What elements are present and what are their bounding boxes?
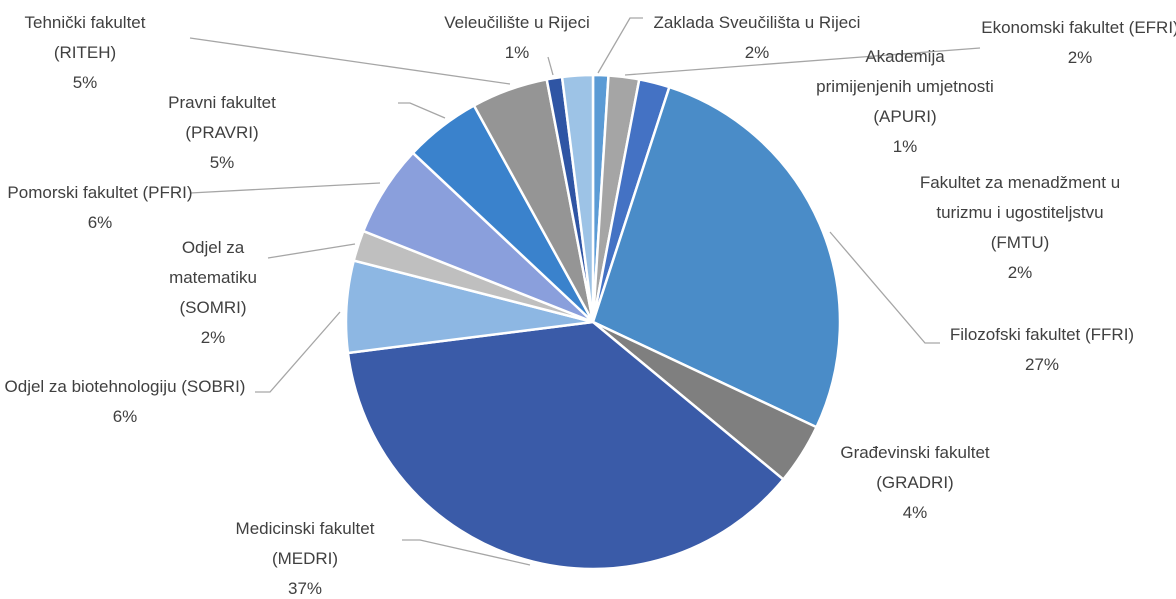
value-label: 2% xyxy=(1007,263,1033,282)
data-label: Odjel za biotehnologiju (SOBRI) 6% xyxy=(0,372,250,432)
value-label: 2% xyxy=(744,43,770,62)
value-label: 1% xyxy=(504,43,530,62)
data-label: Tehnički fakultet (RITEH) 5% xyxy=(0,8,175,98)
data-label: Medicinski fakultet (MEDRI) 37% xyxy=(205,514,405,599)
leader-line xyxy=(189,37,511,85)
category-label: Medicinski fakultet (MEDRI) xyxy=(235,519,375,568)
leader-line xyxy=(189,182,381,194)
pie-slice xyxy=(591,85,842,429)
category-label: Tehnički fakultet (RITEH) xyxy=(24,13,146,62)
data-label: Akademija primijenjenih umjetnosti (APUR… xyxy=(816,42,994,162)
category-label: Zaklada Sveučilišta u Rijeci xyxy=(653,13,861,32)
category-label: Pravni fakultet (PRAVRI) xyxy=(168,93,276,142)
category-label: Građevinski fakultet (GRADRI) xyxy=(840,443,990,492)
value-label: 2% xyxy=(200,328,226,347)
leader-line xyxy=(255,311,341,393)
data-label: Zaklada Sveučilišta u Rijeci 2% xyxy=(642,8,872,68)
value-label: 4% xyxy=(902,503,928,522)
value-label: 6% xyxy=(87,213,113,232)
pie-slice xyxy=(560,73,595,323)
leader-line xyxy=(398,102,446,119)
data-label: Pravni fakultet (PRAVRI) 5% xyxy=(137,88,307,178)
category-label: Ekonomski fakultet (EFRI) xyxy=(981,18,1176,37)
leader-line xyxy=(402,539,531,566)
leader-line xyxy=(829,231,940,344)
pie-slice xyxy=(346,320,786,571)
category-label: Odjel za biotehnologiju (SOBRI) xyxy=(4,377,246,396)
leader-line xyxy=(624,47,981,76)
data-label: Veleučilište u Rijeci 1% xyxy=(417,8,617,68)
data-label: Fakultet za menadžment u turizmu i ugost… xyxy=(913,168,1128,288)
category-label: Odjel za matematiku (SOMRI) xyxy=(169,238,257,317)
data-label: Odjel za matematiku (SOMRI) 2% xyxy=(153,233,273,353)
category-label: Pomorski fakultet (PFRI) xyxy=(7,183,193,202)
data-label: Građevinski fakultet (GRADRI) 4% xyxy=(810,438,1020,528)
data-label: Filozofski fakultet (FFRI) 27% xyxy=(942,320,1142,380)
category-label: Veleučilište u Rijeci xyxy=(444,13,590,32)
leader-line xyxy=(597,17,643,74)
category-label: Akademija primijenjenih umjetnosti (APUR… xyxy=(816,47,994,126)
data-label: Pomorski fakultet (PFRI) 6% xyxy=(0,178,200,238)
data-label: Ekonomski fakultet (EFRI) 2% xyxy=(980,13,1176,73)
leader-line xyxy=(547,56,554,76)
value-label: 27% xyxy=(1024,355,1060,374)
value-label: 5% xyxy=(209,153,235,172)
value-label: 2% xyxy=(1067,48,1093,67)
value-label: 37% xyxy=(287,579,323,598)
value-label: 5% xyxy=(72,73,98,92)
category-label: Filozofski fakultet (FFRI) xyxy=(949,325,1135,344)
value-label: 6% xyxy=(112,407,138,426)
leader-line xyxy=(267,243,356,259)
value-label: 1% xyxy=(892,137,918,156)
category-label: Fakultet za menadžment u turizmu i ugost… xyxy=(919,173,1121,252)
